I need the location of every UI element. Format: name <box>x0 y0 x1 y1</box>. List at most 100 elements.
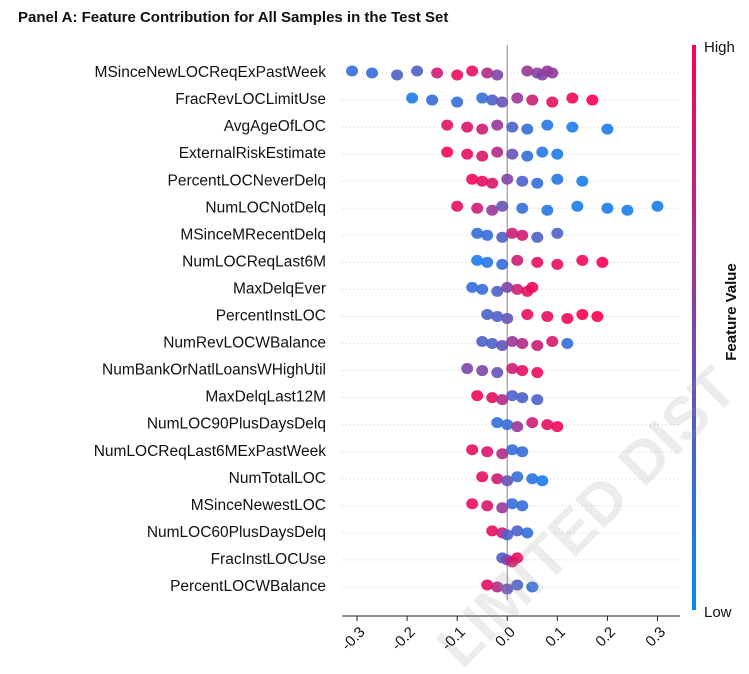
dot <box>526 581 539 593</box>
dot <box>496 448 509 460</box>
dot <box>491 473 504 485</box>
dot <box>391 69 404 81</box>
dot <box>526 417 539 429</box>
dot <box>491 417 504 429</box>
dot <box>481 500 494 512</box>
feature-label: MaxDelqLast12M <box>205 389 326 406</box>
dot <box>461 148 474 160</box>
dot <box>481 579 494 591</box>
feature-label: NumLOCNotDelq <box>205 199 326 216</box>
dot <box>531 177 544 189</box>
dot <box>496 394 509 406</box>
feature-label: NumRevLOCWBalance <box>163 335 326 352</box>
dot <box>476 365 489 377</box>
feature-label: NumLOCReqLast6M <box>182 253 326 270</box>
dot <box>506 363 519 375</box>
dot <box>551 173 564 185</box>
dot <box>406 92 419 104</box>
dot <box>546 96 559 108</box>
dot <box>546 67 559 79</box>
dot <box>516 365 529 377</box>
dot <box>476 92 489 104</box>
dot <box>476 175 489 187</box>
dot <box>511 92 524 104</box>
dot <box>541 119 554 131</box>
dot <box>516 175 529 187</box>
dot <box>471 254 484 266</box>
dot <box>566 121 579 133</box>
dot <box>536 475 549 487</box>
feature-label: AvgAgeOfLOC <box>224 118 326 135</box>
feature-label: MSinceNewestLOC <box>191 497 326 514</box>
dot <box>601 123 614 135</box>
dot <box>441 119 454 131</box>
dot <box>511 579 524 591</box>
dot <box>601 202 614 214</box>
dot <box>561 312 574 324</box>
dot <box>531 231 544 243</box>
dot <box>496 502 509 514</box>
dot <box>506 336 519 347</box>
x-tick-label: 0.2 <box>592 624 619 651</box>
dot <box>576 175 589 187</box>
colorbar <box>692 45 696 610</box>
dot <box>526 94 539 106</box>
dot <box>441 146 454 158</box>
dot <box>491 310 504 322</box>
dot <box>651 200 664 212</box>
colorbar-low: Low <box>704 604 732 621</box>
dot <box>526 281 539 293</box>
dot <box>511 525 524 537</box>
dot <box>506 444 519 456</box>
dot <box>471 202 484 214</box>
dot <box>496 231 509 243</box>
dot <box>496 340 509 351</box>
dot <box>561 338 574 349</box>
dot <box>461 121 474 133</box>
dot <box>491 119 504 131</box>
dot <box>466 281 479 293</box>
dot <box>491 146 504 158</box>
dot <box>486 177 499 189</box>
feature-label: NumLOCReqLast6MExPastWeek <box>94 443 327 460</box>
dot <box>521 65 534 77</box>
dot <box>501 312 514 324</box>
dot <box>551 227 564 239</box>
feature-label: PercentLOCWBalance <box>170 578 326 595</box>
dot <box>506 148 519 160</box>
dot <box>551 148 564 160</box>
dot <box>431 67 444 79</box>
dot <box>481 229 494 241</box>
feature-label: NumTotalLOC <box>229 470 326 487</box>
dot <box>591 310 604 322</box>
dot <box>596 256 609 268</box>
feature-label: MaxDelqEver <box>233 280 326 297</box>
dot <box>511 254 524 266</box>
dot <box>451 96 464 108</box>
dot <box>541 310 554 322</box>
dot <box>491 69 504 81</box>
dot <box>451 200 464 212</box>
dot <box>491 367 504 379</box>
dot <box>471 390 484 402</box>
dot <box>566 92 579 104</box>
feature-label: NumLOC60PlusDaysDelq <box>147 524 326 541</box>
dot <box>366 67 379 79</box>
x-tick-label: 0.3 <box>642 624 669 651</box>
dot <box>551 421 564 433</box>
dot <box>481 67 494 79</box>
dot <box>466 65 479 77</box>
feature-label: MSinceMRecentDelq <box>180 226 326 243</box>
dot <box>576 254 589 266</box>
dot <box>501 173 514 185</box>
chart-title: Panel A: Feature Contribution for All Sa… <box>18 9 448 26</box>
dot <box>476 471 489 483</box>
feature-label: FracRevLOCLimitUse <box>175 91 326 108</box>
dot <box>516 229 529 241</box>
dot <box>506 227 519 239</box>
dot <box>516 338 529 349</box>
dot <box>576 308 589 320</box>
dot <box>491 285 504 297</box>
dot <box>496 258 509 270</box>
dot <box>546 336 559 347</box>
